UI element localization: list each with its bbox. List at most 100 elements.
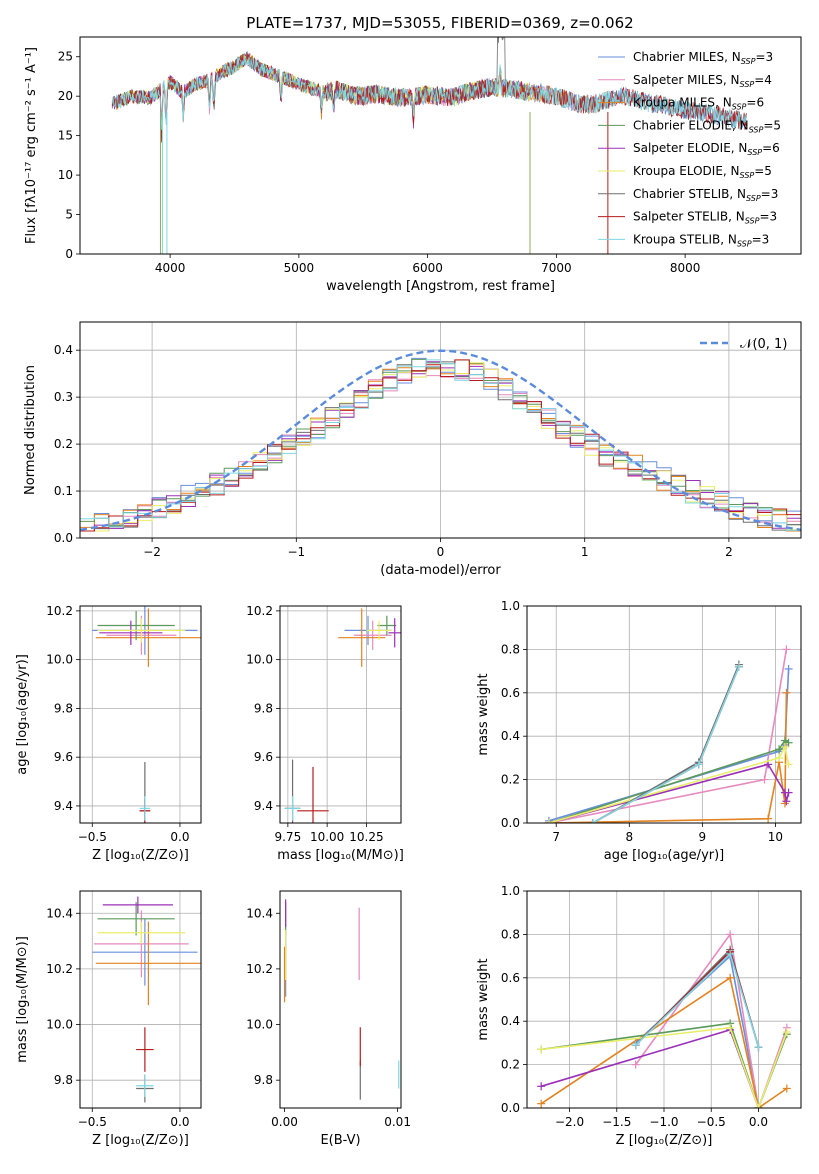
spectrum-ytick-label: 25 (58, 50, 73, 64)
legend-nssp-value: 5 (764, 164, 772, 178)
age-vs-mass-ytick-label: 9.8 (254, 701, 273, 715)
legend-nssp-prefix: , N (723, 73, 740, 87)
legend-nssp-eq: = (754, 164, 764, 178)
legend-label: Chabrier MILES, NSSP=3 (633, 50, 773, 66)
massweight-vs-age-ytick-label: 1.0 (501, 599, 520, 613)
legend-nssp-sub: SSP (740, 80, 755, 89)
normal-reference-curve (80, 349, 801, 531)
age-vs-Z-ytick-label: 10.2 (46, 604, 73, 618)
spectrum-frame (79, 36, 802, 255)
massweight-series-line (540, 1028, 760, 1108)
legend-label: Salpeter STELIB, NSSP=3 (633, 210, 777, 226)
legend-nssp-sub: SSP (749, 125, 764, 134)
massweight-vs-Z-panel: −2.0 −1.5 −1.0 −0.5 0.0 0.0 0.2 0.4 0.6 0.8 1.0 Z [… (476, 884, 802, 1148)
mass-vs-Z-ylabel: mass [log₁₀(M/M⊙)] (15, 936, 30, 1063)
legend-model: Salpeter ELODIE (633, 141, 731, 155)
massweight-series-line (541, 1026, 788, 1108)
mass-vs-Z-plot-area (92, 896, 201, 1103)
mass-vs-Z-xtick-label: −0.5 (78, 1115, 107, 1129)
spectrum-xtick-label: 5000 (284, 261, 315, 275)
spectrum-ytick-label: 20 (58, 89, 73, 103)
spectrum-ytick-label: 5 (65, 208, 73, 222)
mass-vs-Z-xtick-label: 0.0 (170, 1115, 189, 1129)
massweight-vs-age-frame (526, 605, 802, 824)
legend-nssp-prefix: , N (728, 210, 745, 224)
massweight-vs-age-xlabel: age [log₁₀(age/yr)] (604, 848, 725, 863)
age-vs-Z-panel: −0.5 0.0 9.4 9.6 9.8 10.0 10.2 Z [log₁₀(Z/Z⊙)] a… (15, 604, 202, 863)
legend-nssp-value: 3 (771, 187, 779, 201)
legend-nssp-eq: = (759, 210, 769, 224)
spectrum-ylabel: Flux [fλ10⁻¹⁷ erg cm⁻² s⁻¹ A⁻¹] (24, 47, 39, 244)
legend-label: Kroupa MILES, NSSP=6 (633, 96, 764, 112)
spectrum-title: PLATE=1737, MJD=53055, FIBERID=0369, z=0… (246, 14, 633, 32)
spectrum-xtick-label: 6000 (412, 261, 443, 275)
massweight-vs-Z-xlabel: Z [log₁₀(Z/Z⊙)] (616, 1133, 713, 1148)
massweight-vs-age-xtick-label: 7 (552, 830, 560, 844)
spectrum-ytick-label: 0 (65, 247, 73, 261)
massweight-vs-age-xtick-label: 8 (625, 830, 633, 844)
massweight-vs-Z-xtick-label: −2.0 (555, 1115, 584, 1129)
legend-nssp-prefix: , N (720, 232, 737, 246)
age-vs-Z-ytick-label: 10.0 (46, 653, 73, 667)
spectrum-ytick-label: 15 (58, 129, 73, 143)
legend-nssp-value: 3 (766, 50, 774, 64)
age-vs-Z-plot-area (92, 606, 201, 823)
mass-vs-Z-xlabel: Z [log₁₀(Z/Z⊙)] (92, 1133, 189, 1148)
legend-nssp-sub: SSP (737, 239, 752, 248)
massweight-vs-age-plot-area (544, 645, 793, 823)
massweight-vs-Z-xtick-label: −1.5 (602, 1115, 631, 1129)
legend-label: Kroupa STELIB, NSSP=3 (633, 232, 769, 248)
mass-vs-ebv-ytick-label: 9.8 (254, 1073, 273, 1087)
legend-nssp-value: 5 (773, 118, 781, 132)
legend-nssp-value: 3 (770, 210, 778, 224)
spectrum-xtick-label: 7000 (541, 261, 572, 275)
mass-vs-ebv-panel: 0.00 0.01 9.8 10.0 10.2 10.4 E(B-V) (246, 890, 411, 1148)
legend-model: Kroupa MILES (633, 96, 715, 110)
legend-nssp-value: 6 (772, 141, 780, 155)
legend-model: Salpeter STELIB (633, 210, 728, 224)
spectrum-series-line (111, 53, 747, 143)
massweight-series-line (548, 763, 790, 823)
histogram-ylabel: Normed distribution (23, 365, 38, 495)
legend-label: Chabrier ELODIE, NSSP=5 (633, 118, 781, 134)
mass-vs-Z-ytick-label: 10.4 (46, 906, 73, 920)
massweight-vs-Z-ytick-label: 1.0 (501, 884, 520, 898)
legend-nssp-eq: = (763, 118, 773, 132)
mass-vs-Z-ytick-label: 10.0 (46, 1018, 73, 1032)
mass-vs-Z-ytick-label: 10.2 (46, 962, 73, 976)
age-vs-mass-panel: 9.75 10.00 10.25 9.4 9.6 9.8 10.0 10.2 mass [log… (246, 604, 403, 863)
legend-model: Chabrier STELIB (633, 187, 729, 201)
legend-nssp-value: 4 (764, 73, 772, 87)
legend-nssp-eq: = (752, 232, 762, 246)
legend-nssp-prefix: , N (731, 141, 748, 155)
massweight-vs-age-ylabel: mass weight (476, 673, 491, 755)
massweight-vs-Z-ytick-label: 0.4 (501, 1014, 520, 1028)
age-vs-Z-frame (79, 605, 202, 824)
mass-vs-ebv-frame (279, 890, 402, 1109)
legend-label: Salpeter MILES, NSSP=4 (633, 73, 772, 89)
mass-vs-ebv-plot-area (283, 899, 400, 1100)
age-vs-mass-xtick-label: 10.25 (349, 830, 383, 844)
legend-nssp-sub: SSP (740, 171, 755, 180)
mass-vs-Z-panel: −0.5 0.0 9.8 10.0 10.2 10.4 Z [log₁₀(Z/Z⊙)] mas… (15, 890, 202, 1148)
histogram-ytick-label: 0.2 (54, 437, 73, 451)
spectrum-series-line (111, 56, 747, 131)
massweight-vs-age-ytick-label: 0.2 (501, 773, 520, 787)
legend-nssp-sub: SSP (745, 217, 760, 226)
age-vs-mass-ytick-label: 9.6 (254, 750, 273, 764)
age-vs-Z-xtick-label: 0.0 (170, 830, 189, 844)
mass-vs-Z-ytick-label: 9.8 (54, 1073, 73, 1087)
legend-nssp-sub: SSP (746, 194, 761, 203)
massweight-vs-age-xtick-label: 9 (699, 830, 707, 844)
massweight-vs-age-ytick-label: 0.8 (501, 642, 520, 656)
reference-legend-label: 𝒩(0, 1) (740, 337, 787, 352)
histogram-xtick-label: 1 (581, 545, 589, 559)
spectrum-ytick-label: 10 (58, 168, 73, 182)
massweight-vs-Z-ylabel: mass weight (476, 958, 491, 1040)
age-vs-mass-xtick-label: 10.00 (310, 830, 344, 844)
histogram-xlabel: (data-model)/error (380, 563, 501, 578)
legend-model: Salpeter MILES (633, 73, 723, 87)
